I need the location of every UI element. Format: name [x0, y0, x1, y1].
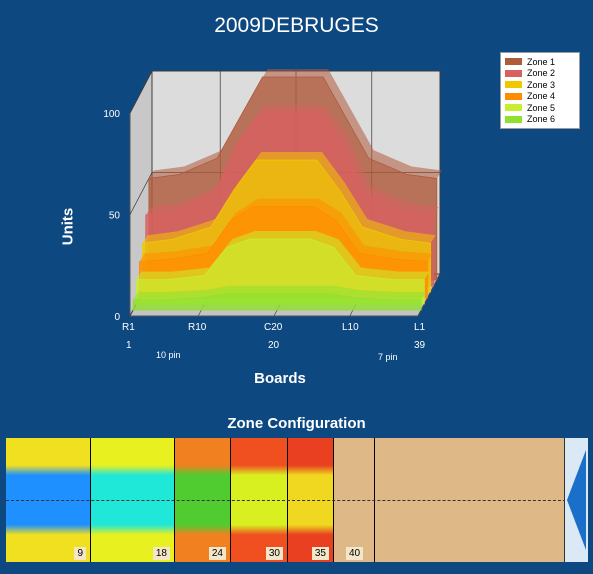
zone-marker-40: 40: [346, 547, 364, 560]
y-tick-label: 100: [103, 109, 120, 120]
legend-swatch: [505, 92, 522, 100]
legend-item-zone-6: Zone 6: [505, 114, 575, 126]
legend-label: Zone 3: [527, 79, 556, 90]
zone-config-bar: 40 35 30 24 18 9: [6, 438, 588, 562]
zone-marker-18: 18: [152, 547, 170, 560]
legend: Zone 1 Zone 2 Zone 3 Zone 4 Zone 5 Zone 6: [500, 52, 580, 129]
zone-marker-35: 35: [311, 547, 329, 560]
legend-swatch: [505, 58, 522, 66]
y-tick-label: 0: [114, 312, 120, 323]
chart-3d-area: 0 50 100: [103, 69, 442, 323]
legend-label: Zone 5: [527, 102, 556, 113]
pin-label-7: 7 pin: [378, 352, 398, 362]
x-tick-number-20: 20: [268, 340, 280, 351]
legend-swatch: [505, 81, 522, 89]
center-line: [6, 500, 566, 501]
series-top-2: [145, 105, 439, 215]
chart-title: 2009DEBRUGES: [214, 14, 379, 37]
x-tick-label-r10: R10: [188, 322, 207, 333]
series-area-5: [135, 238, 425, 305]
gridline-left-100: [129, 70, 153, 114]
series-area-6: [132, 293, 422, 311]
legend-item-zone-5: Zone 5: [505, 102, 575, 114]
zone-marker-9: 9: [74, 547, 86, 560]
zone-config-title: Zone Configuration: [227, 415, 366, 432]
gridline-floor: [417, 273, 441, 317]
series-top-6: [133, 285, 427, 300]
x-tick-label-c20: C20: [264, 322, 283, 333]
legend-label: Zone 2: [527, 68, 556, 79]
x-tick-label-r1: R1: [122, 322, 135, 333]
legend-item-zone-1: Zone 1: [505, 56, 575, 68]
legend-item-zone-4: Zone 4: [505, 91, 575, 103]
gridline-left-50: [129, 172, 153, 215]
x-tick-label-l1: L1: [414, 322, 426, 333]
series-top-3: [142, 152, 436, 244]
legend-swatch: [505, 104, 522, 112]
x-axis-title: Boards: [254, 370, 306, 387]
y-tick-label: 50: [109, 211, 121, 222]
zone-marker-30: 30: [265, 547, 283, 560]
series-top-1: [148, 69, 442, 179]
legend-label: Zone 4: [527, 91, 556, 102]
zone-marker-24: 24: [208, 547, 226, 560]
x-tick-number-1: 1: [126, 340, 132, 351]
legend-swatch: [505, 69, 522, 77]
direction-arrow-icon: [567, 450, 586, 550]
x-tick-label-l10: L10: [342, 322, 359, 333]
y-axis-title: Units: [59, 207, 77, 246]
x-tick-number-39: 39: [414, 340, 426, 351]
pin-label-10: 10 pin: [156, 350, 181, 360]
legend-item-zone-2: Zone 2: [505, 68, 575, 80]
legend-swatch: [505, 115, 522, 123]
legend-label: Zone 6: [527, 114, 556, 125]
legend-label: Zone 1: [527, 56, 556, 67]
arrow-area: [564, 438, 588, 562]
legend-item-zone-3: Zone 3: [505, 79, 575, 91]
series-top-5: [136, 231, 430, 280]
